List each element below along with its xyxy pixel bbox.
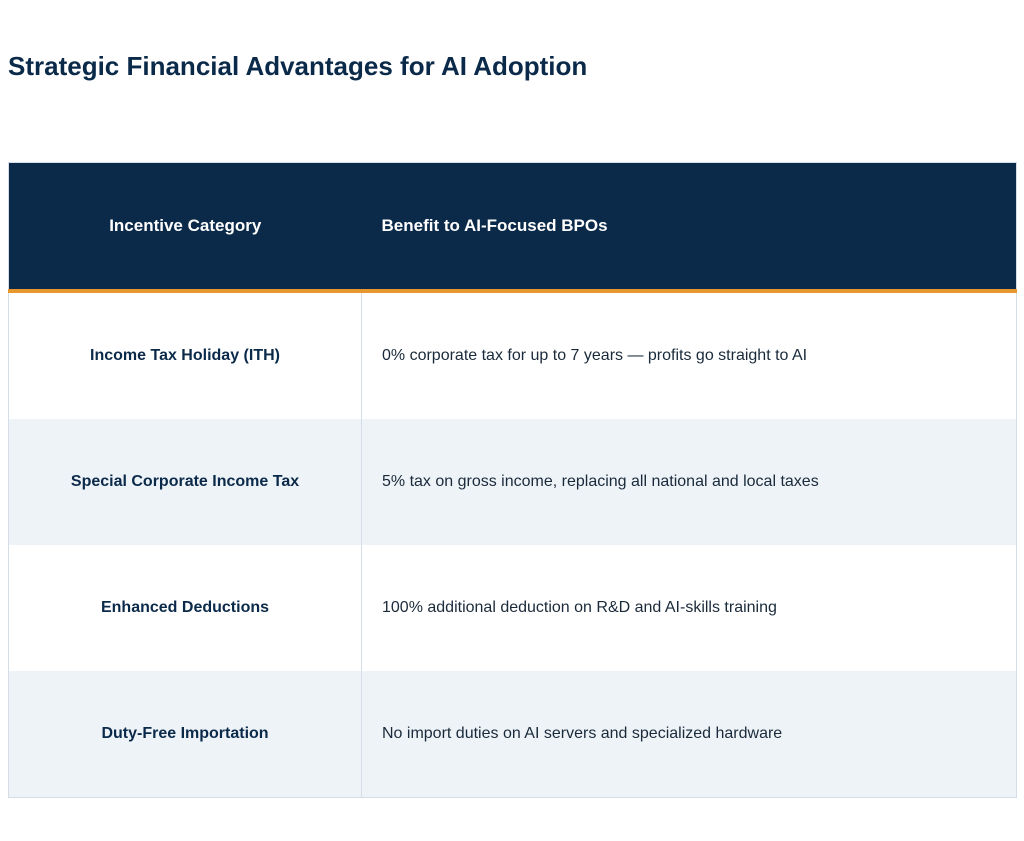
benefit-cell: 0% corporate tax for up to 7 years — pro…: [382, 347, 808, 364]
table-row: Special Corporate Income Tax 5% tax on gr…: [8, 419, 1017, 545]
table-row: Income Tax Holiday (ITH) 0% corporate tax…: [8, 291, 1017, 419]
category-cell: Enhanced Deductions: [8, 545, 362, 671]
category-cell: Income Tax Holiday (ITH): [8, 291, 362, 419]
title: Strategic Financial Advantages for AI Ad…: [8, 51, 588, 81]
table-row: Enhanced Deductions 100% additional deduc…: [8, 545, 1017, 671]
incentive-table: Incentive Category Benefit to AI-Focused…: [8, 162, 1017, 798]
column-header: Benefit to AI-Focused BPOs: [361, 162, 1017, 293]
benefit-cell: No import duties on AI servers and speci…: [361, 671, 1017, 798]
header-row: Incentive Category Benefit to AI-Focused…: [8, 162, 1017, 293]
category-cell: Duty-Free Importation: [8, 671, 362, 798]
benefit-cell: 100% additional deduction on R&D and AI-…: [382, 599, 777, 616]
category-cell: Special Corporate Income Tax: [8, 419, 362, 545]
column-header: Incentive Category: [8, 162, 362, 293]
table-row: Duty-Free Importation No import duties on…: [8, 671, 1017, 798]
benefit-cell: 5% tax on gross income, replacing all na…: [361, 419, 1017, 545]
